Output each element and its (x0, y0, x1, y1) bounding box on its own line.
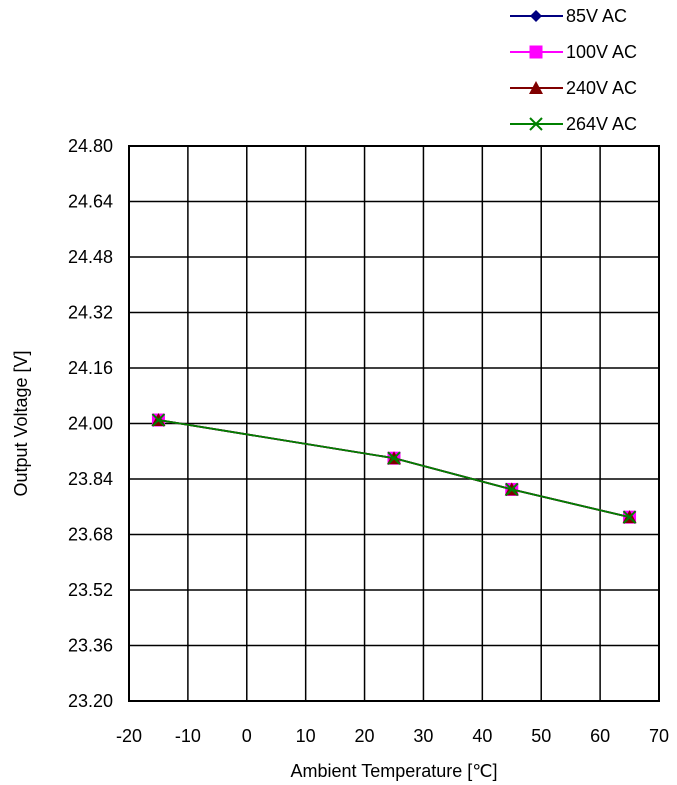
x-tick-label: 70 (649, 726, 669, 746)
y-axis-title: Output Voltage [V] (11, 350, 31, 496)
x-tick-label: 50 (531, 726, 551, 746)
data-point (151, 413, 166, 427)
x-tick-label: 0 (242, 726, 252, 746)
legend-item: 264V AC (510, 114, 637, 134)
legend-marker (529, 81, 543, 94)
series-line (158, 419, 630, 519)
y-tick-label: 24.64 (68, 192, 113, 212)
y-tick-label: 24.00 (68, 414, 113, 434)
series-line (158, 419, 630, 519)
x-tick-label: -10 (175, 726, 201, 746)
legend-label: 100V AC (566, 42, 637, 62)
legend-marker (530, 10, 542, 22)
legend-item: 240V AC (510, 78, 637, 98)
y-tick-label: 23.36 (68, 636, 113, 656)
legend-label: 264V AC (566, 114, 637, 134)
x-axis-ticks: -20 -10 0 10 20 30 40 50 60 70 (116, 726, 669, 746)
data-point (505, 482, 519, 497)
y-tick-label: 23.52 (68, 580, 113, 600)
y-tick-label: 24.80 (68, 136, 113, 156)
y-axis-ticks: 23.20 23.36 23.52 23.68 23.84 24.00 24.16 24.32… (68, 136, 113, 711)
legend: 85V AC 100V AC 240V AC 264V AC (510, 6, 637, 134)
y-tick-label: 23.84 (68, 469, 113, 489)
x-tick-label: 20 (355, 726, 375, 746)
y-tick-label: 23.20 (68, 691, 113, 711)
y-tick-label: 24.48 (68, 247, 113, 267)
plot-area-frame (128, 145, 660, 702)
x-axis-title: Ambient Temperature [℃] (291, 761, 498, 781)
data-point (387, 451, 401, 465)
legend-item: 100V AC (510, 42, 637, 62)
series-264v-ac (151, 413, 637, 524)
series-group (151, 413, 637, 524)
legend-label: 85V AC (566, 6, 627, 26)
legend-item: 85V AC (510, 6, 627, 26)
y-tick-label: 23.68 (68, 525, 113, 545)
series-line (158, 419, 630, 519)
grid (129, 146, 659, 701)
x-tick-label: 40 (472, 726, 492, 746)
x-tick-label: 60 (590, 726, 610, 746)
x-tick-label: 30 (413, 726, 433, 746)
x-tick-label: -20 (116, 726, 142, 746)
legend-marker (529, 45, 543, 59)
series-line (158, 419, 630, 519)
y-tick-label: 24.16 (68, 358, 113, 378)
series-240v-ac (151, 413, 637, 524)
y-tick-label: 24.32 (68, 303, 113, 323)
x-tick-label: 10 (296, 726, 316, 746)
legend-marker (529, 117, 543, 131)
data-point (622, 510, 637, 524)
legend-label: 240V AC (566, 78, 637, 98)
